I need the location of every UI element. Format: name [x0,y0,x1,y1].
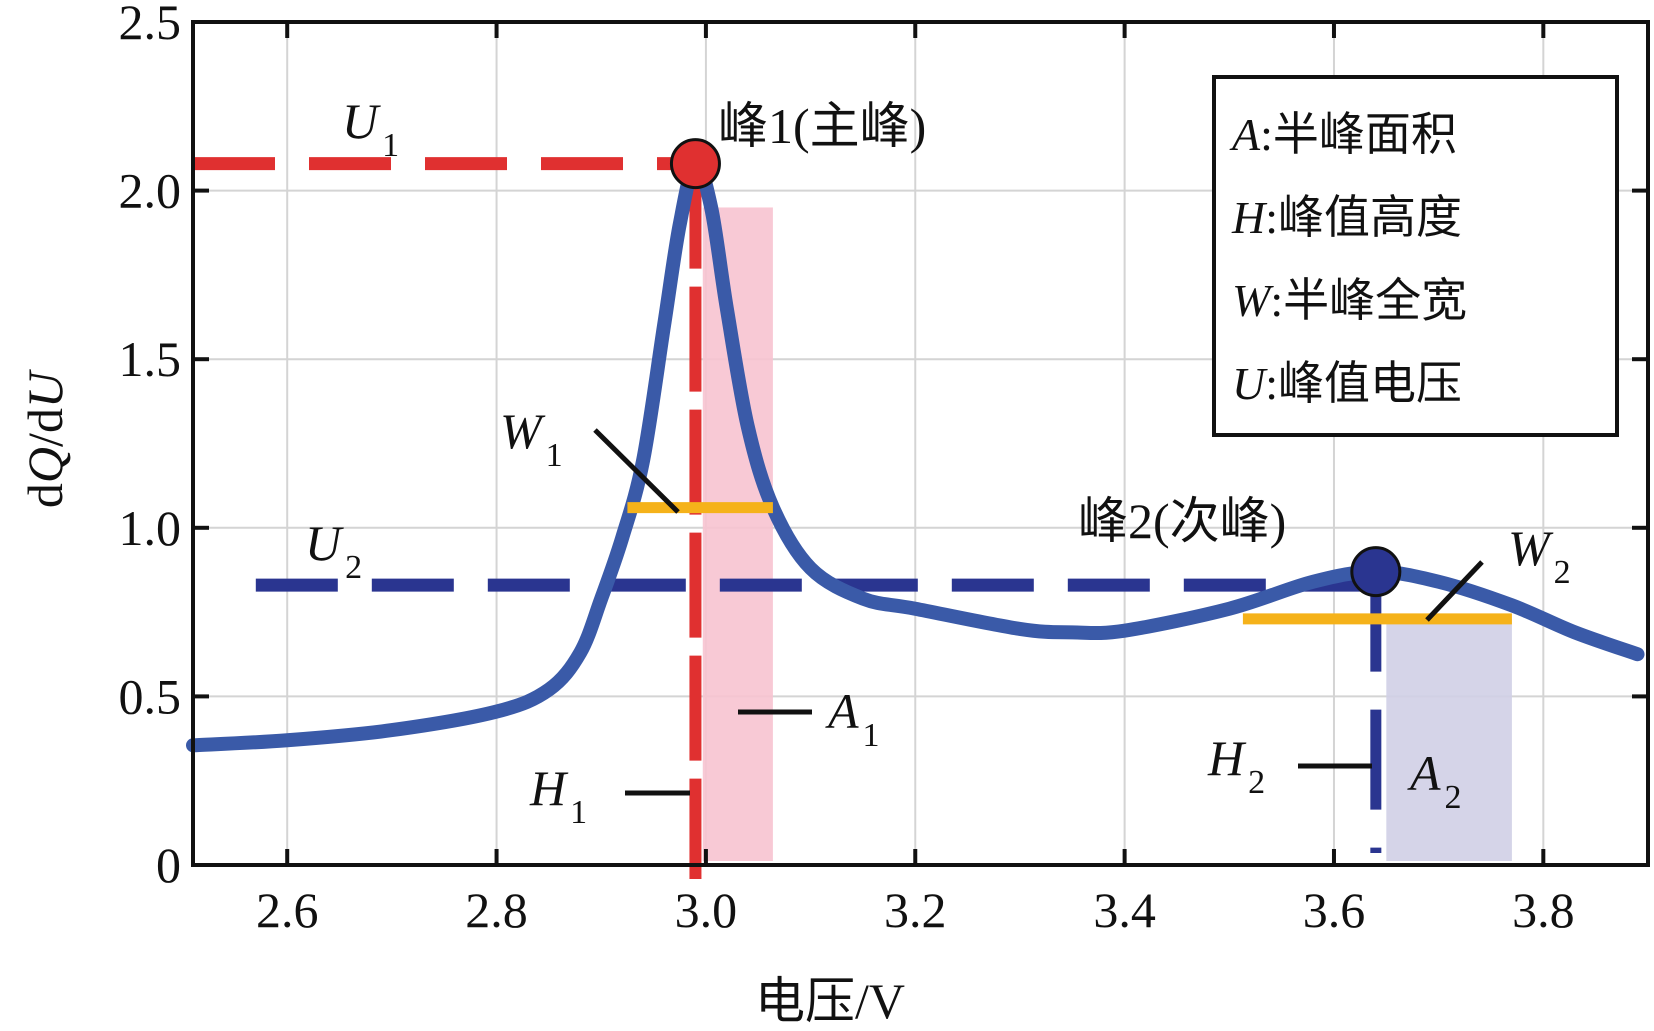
peak1-label: 峰1(主峰) [718,98,926,154]
x-tick-label: 3.6 [1303,882,1366,938]
y-tick-label: 2.0 [119,163,182,219]
w2-leader [1425,560,1484,622]
peak2-area-fill [1386,618,1512,861]
peak-markers [627,138,1512,625]
y-tick-label: 2.5 [119,0,182,50]
dqdu-curve [186,156,1645,753]
y-tick-label: 0 [156,837,181,893]
peak2-marker [1350,546,1402,598]
x-tick-label: 3.2 [884,882,947,938]
x-axis-title: 电压/V [755,973,905,1029]
x-tick-label: 3.8 [1512,882,1575,938]
legend-entry: H:峰值高度 [1231,192,1462,243]
peak2-label: 峰2(次峰) [1078,493,1286,549]
y-tick-label: 1.0 [119,500,182,556]
ticks: 2.6 2.8 3.0 3.2 3.4 3.6 3.8 0 0.5 1.0 1.5 2.0 2.5 [119,0,1648,938]
peak1-area-fill [702,207,773,861]
plot-frame [191,20,1650,867]
x-tick-label: 3.4 [1093,882,1156,938]
curve-layer [186,156,1645,753]
y-tick-label: 0.5 [119,668,182,724]
x-tick-label: 2.8 [465,882,528,938]
y-axis-title: dQ/dU [17,369,73,508]
x-tick-label: 2.6 [256,882,319,938]
legend-box [1212,75,1619,437]
y-tick-label: 1.5 [119,331,182,387]
area-fills [702,207,1512,861]
legend: A:半峰面积 H:峰值高度 W:半峰全宽 U:峰值电压 [1212,75,1619,437]
legend-entry: W:半峰全宽 [1232,275,1467,326]
peak1-marker [669,138,721,190]
x-tick-label: 3.0 [675,882,738,938]
legend-entry: U:峰值电压 [1232,358,1462,409]
legend-entry: A:半峰面积 [1229,109,1457,160]
axes [191,20,1650,867]
w1-leader [593,428,680,514]
